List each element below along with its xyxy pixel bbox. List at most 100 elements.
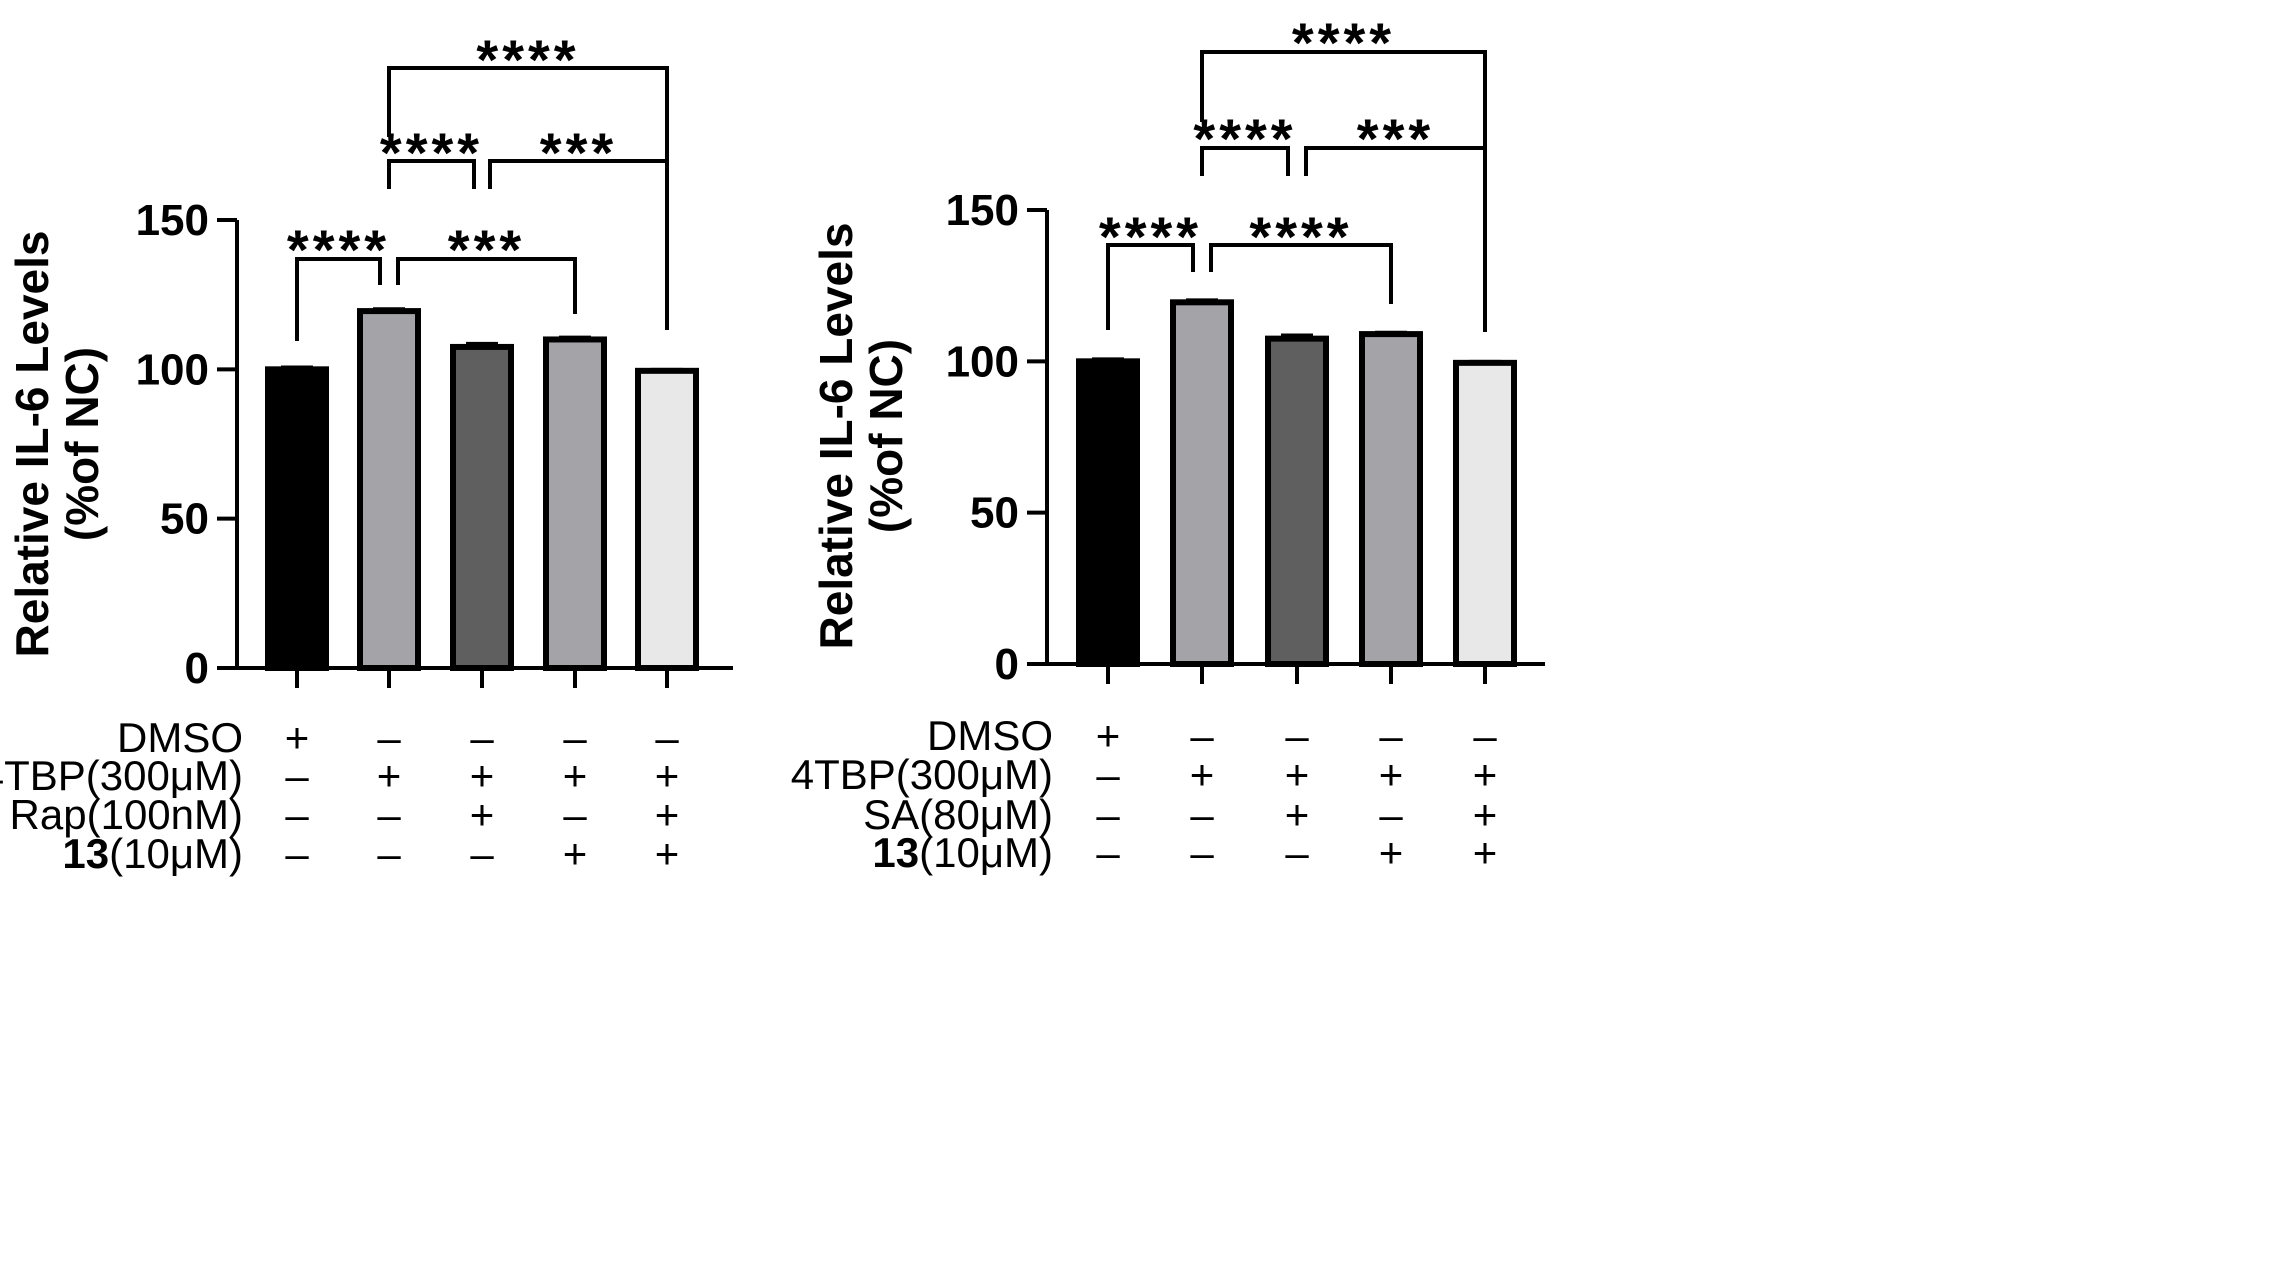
treatment-sign: +: [470, 791, 495, 838]
compound-number: 13: [872, 829, 919, 876]
treatment-sign: +: [655, 830, 680, 877]
treatment-sign: +: [1473, 751, 1498, 798]
bar: [265, 366, 329, 671]
significance-bracket: [1200, 146, 1290, 176]
treatment-sign: –: [1096, 791, 1120, 838]
treatment-sign: +: [1190, 751, 1215, 798]
bar: [1076, 358, 1140, 667]
treatment-sign: +: [470, 752, 495, 799]
y-axis-label: Relative IL-6 Levels: [6, 231, 58, 658]
significance-bracket: [387, 66, 669, 330]
treatment-sign: –: [377, 830, 401, 877]
treatment-sign: +: [1473, 829, 1498, 876]
treatment-label-text: 4TBP(300μM): [0, 752, 243, 799]
treatment-sign: +: [285, 714, 310, 761]
treatment-sign: –: [1190, 791, 1214, 838]
treatment-sign: –: [563, 791, 587, 838]
treatment-label: DMSO: [117, 714, 243, 761]
chart-panel-1: 0 50 100 150 Relative IL-6 Levels(%of NC) ***…: [0, 28, 733, 877]
significance-label: ***: [448, 218, 525, 281]
treatment-sign: +: [377, 752, 402, 799]
treatment-sign: +: [1379, 829, 1404, 876]
treatment-sign: +: [1285, 751, 1310, 798]
treatment-sign: –: [563, 714, 587, 761]
treatment-sign: +: [563, 752, 588, 799]
bar: [357, 308, 421, 671]
treatment-sign: –: [1190, 829, 1214, 876]
compound-number: 13: [62, 830, 109, 877]
y-tick-label: 150: [946, 186, 1019, 235]
bar: [635, 367, 699, 671]
treatment-label-text: DMSO: [927, 712, 1053, 759]
treatment-sign: –: [1096, 829, 1120, 876]
significance-bracket: [387, 159, 476, 189]
treatment-label: 13(10μM): [872, 829, 1053, 876]
treatment-sign: –: [285, 830, 309, 877]
treatment-sign: –: [1190, 712, 1214, 759]
treatment-sign: –: [1473, 712, 1497, 759]
treatment-label-text: 4TBP(300μM): [791, 751, 1053, 798]
treatment-sign: –: [1379, 791, 1403, 838]
bar: [1265, 335, 1329, 667]
treatment-sign: +: [1379, 751, 1404, 798]
y-tick-label: 100: [946, 337, 1019, 386]
treatment-sign: –: [1096, 751, 1120, 798]
treatment-label-text: DMSO: [117, 714, 243, 761]
y-tick-label: 100: [136, 345, 209, 394]
treatment-sign: –: [1379, 712, 1403, 759]
treatment-sign: +: [563, 830, 588, 877]
y-tick-label: 50: [160, 495, 209, 544]
y-axis-label-unit: (%of NC): [56, 347, 108, 541]
significance-bracket: [396, 257, 577, 314]
significance-label: ****: [1099, 205, 1202, 268]
treatment-sign: +: [655, 791, 680, 838]
treatment-label-text: SA(80μM): [863, 791, 1053, 838]
significance-label: ***: [1357, 107, 1434, 170]
significance-label: ****: [476, 28, 579, 91]
treatment-label: 4TBP(300μM): [0, 752, 243, 799]
chart-panel-2: 0 50 100 150 Relative IL-6 Levels(%of NC) ***…: [791, 11, 1545, 876]
bar: [1453, 359, 1517, 667]
significance-label: ****: [1292, 11, 1395, 74]
y-tick-label: 0: [185, 644, 209, 693]
bar: [543, 336, 607, 671]
y-tick-label: 150: [136, 196, 209, 245]
treatment-sign: –: [377, 791, 401, 838]
treatment-label: 13(10μM): [62, 830, 243, 877]
bar: [1170, 299, 1234, 667]
treatment-sign: +: [1473, 791, 1498, 838]
compound-dose: (10μM): [919, 829, 1053, 876]
treatment-label: 4TBP(300μM): [791, 751, 1053, 798]
significance-bracket: [295, 257, 382, 341]
significance-label: ***: [540, 121, 617, 184]
significance-label: ****: [380, 121, 483, 184]
y-axis-label: Relative IL-6 Levels: [810, 223, 862, 650]
compound-dose: (10μM): [109, 830, 243, 877]
significance-bracket: [1209, 243, 1393, 304]
treatment-sign: –: [470, 830, 494, 877]
treatment-sign: –: [285, 791, 309, 838]
y-axis-label-unit: (%of NC): [860, 339, 912, 533]
significance-label: ****: [1249, 205, 1352, 268]
bar: [450, 343, 514, 671]
treatment-sign: –: [1285, 829, 1309, 876]
treatment-sign: +: [1285, 791, 1310, 838]
significance-label: ****: [287, 218, 390, 281]
treatment-sign: –: [285, 752, 309, 799]
treatment-sign: +: [1096, 712, 1121, 759]
treatment-sign: –: [470, 714, 494, 761]
treatment-sign: –: [377, 714, 401, 761]
significance-bracket: [1106, 243, 1195, 330]
y-tick-label: 0: [995, 640, 1019, 689]
significance-label: ****: [1193, 107, 1296, 170]
treatment-sign: –: [1285, 712, 1309, 759]
treatment-sign: –: [655, 714, 679, 761]
treatment-sign: +: [655, 752, 680, 799]
treatment-label: SA(80μM): [863, 791, 1053, 838]
significance-bracket: [1200, 50, 1487, 332]
treatment-label-text: Rap(100nM): [10, 791, 243, 838]
bar: [1359, 331, 1423, 667]
y-tick-label: 50: [970, 489, 1019, 538]
treatment-label: Rap(100nM): [10, 791, 243, 838]
